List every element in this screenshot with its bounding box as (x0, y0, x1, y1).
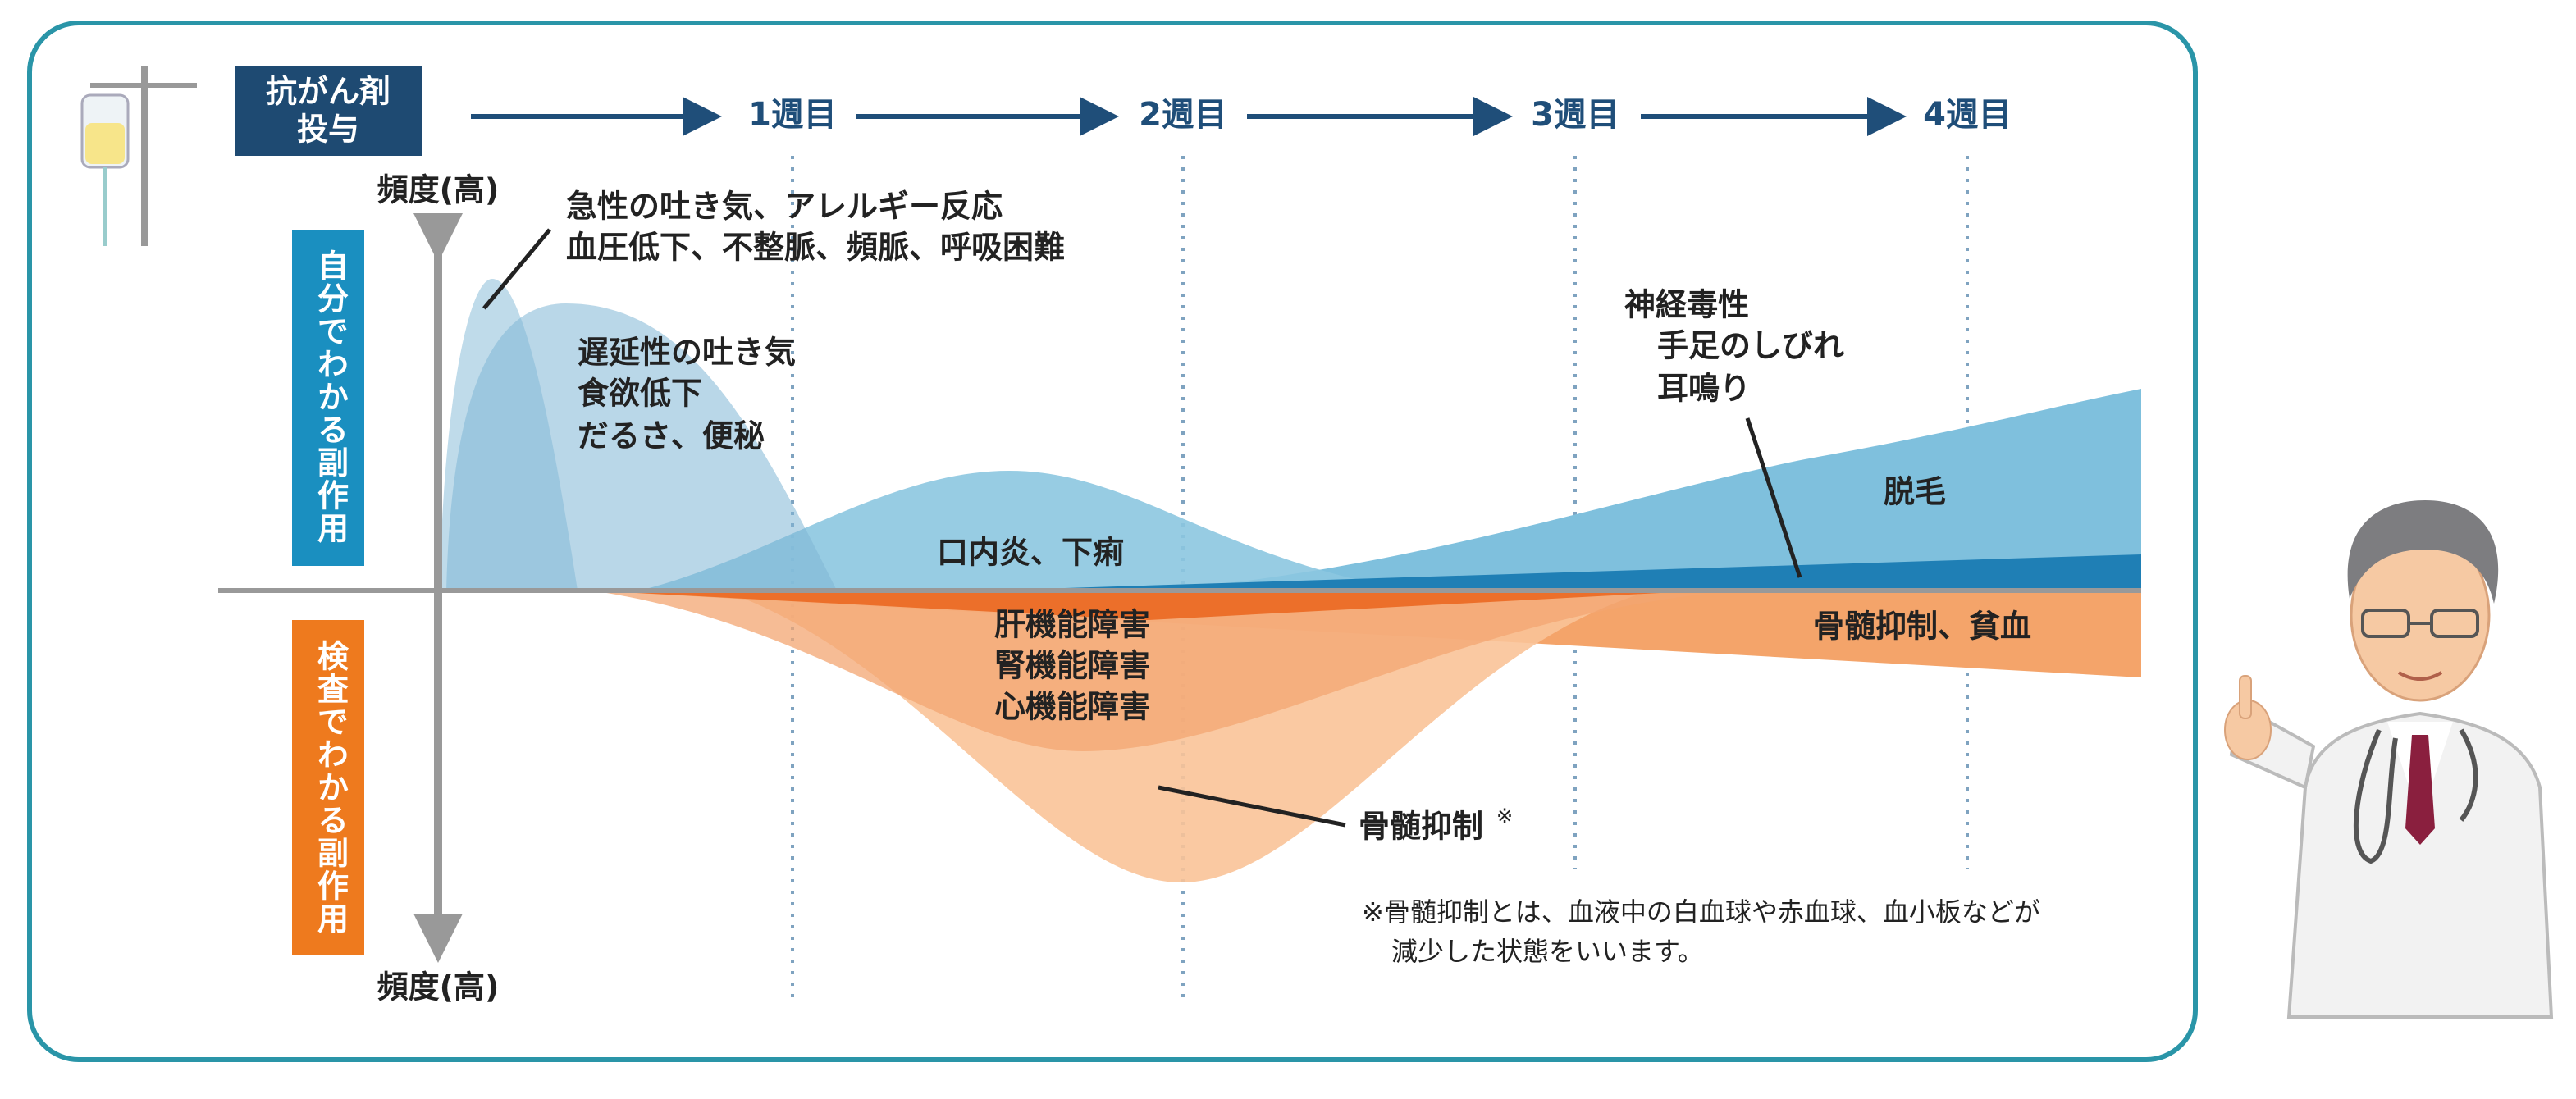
annotation: 遅延性の吐き気 (578, 335, 796, 371)
acute-area (440, 279, 578, 591)
note: 減少した状態をいいます。 (1391, 936, 1704, 967)
iv-icon (80, 66, 197, 246)
self-box (292, 230, 364, 566)
lab-label: 検査でわかる副作用 (313, 640, 349, 935)
drug-box (235, 66, 422, 156)
annotation: 肝機能障害 (994, 607, 1150, 643)
annotation: 脱毛 (1884, 474, 1946, 510)
leader-line (1745, 417, 1802, 578)
note: ※骨髄抑制とは、血液中の白血球や赤血球、血小板などが (1362, 896, 2040, 928)
week-label: 4週目 (1923, 96, 2012, 134)
mouth-area (640, 471, 1411, 591)
annotation: 心機能障害 (994, 689, 1150, 725)
week-label: 1週目 (748, 96, 837, 134)
doctor-illustration (2224, 500, 2554, 1019)
annotation: 血圧低下、不整脈、頻脈、呼吸困難 (566, 230, 1065, 266)
annotation: 神経毒性 (1624, 287, 1749, 323)
drug-box-text: 抗がん剤 (266, 74, 391, 110)
self-label: 自分でわかる副作用 (313, 249, 349, 545)
axis-bottom-label: 頻度(高) (377, 969, 500, 1006)
organ-area (591, 591, 1706, 751)
axis-top-label: 頻度(高) (377, 172, 500, 208)
week-label: 3週目 (1531, 96, 1619, 134)
drug-box-text: 投与 (297, 112, 359, 148)
lab-wedge (591, 591, 1706, 620)
annotation: 食欲低下 (578, 376, 702, 412)
leader-line (482, 228, 551, 310)
annotation: 腎機能障害 (994, 648, 1150, 684)
annotation: 口内炎、下痢 (937, 535, 1124, 571)
annotation: 骨髄抑制 (1359, 809, 1483, 845)
annotation: 手足のしびれ (1657, 328, 1844, 364)
annotation: 骨髄抑制、貧血 (1813, 609, 2031, 645)
week-label: 2週目 (1139, 96, 1227, 134)
lab-box (292, 620, 364, 955)
leader-line (1158, 785, 1346, 828)
annotation: 耳鳴り (1657, 371, 1751, 407)
hair-loss-area (1149, 389, 2141, 591)
annotation: 急性の吐き気、アレルギー反応 (566, 189, 1003, 225)
annotation-mark: ※ (1496, 805, 1513, 828)
neuro-area (984, 554, 2141, 591)
annotation: だるさ、便秘 (578, 418, 765, 454)
